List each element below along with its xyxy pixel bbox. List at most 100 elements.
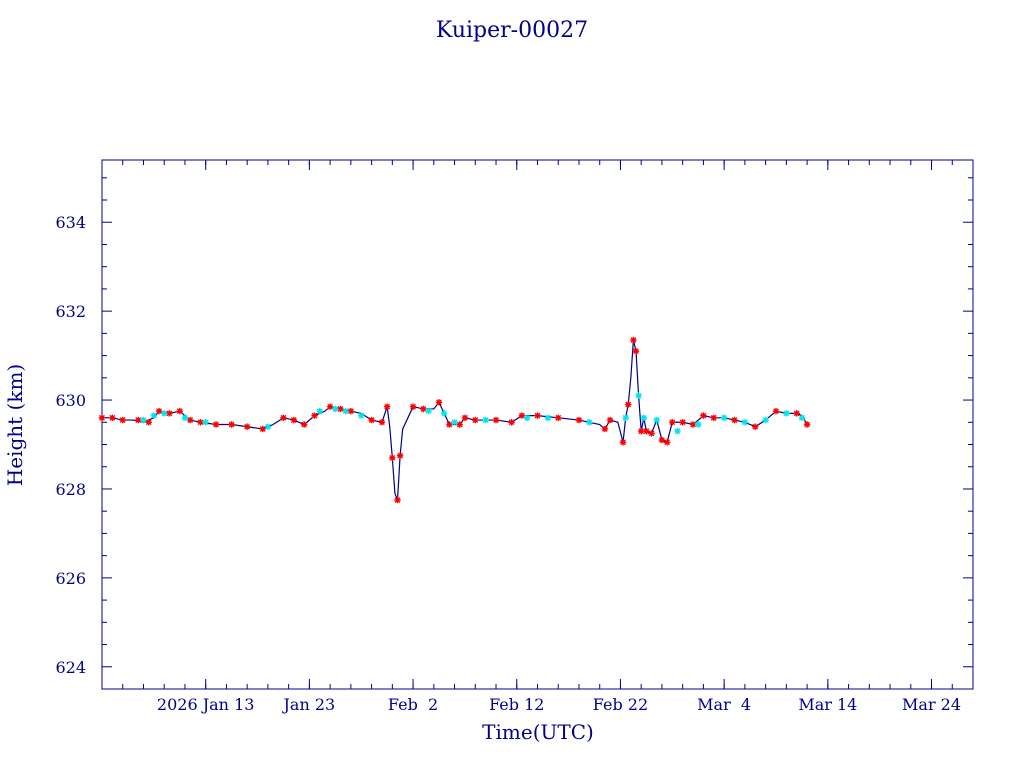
data-point <box>555 414 562 422</box>
data-point <box>347 407 355 415</box>
y-axis-label: Height (km) <box>3 364 27 486</box>
data-point <box>523 414 531 422</box>
data-point <box>658 436 666 444</box>
data-point <box>145 419 152 426</box>
data-point <box>446 421 453 428</box>
data-point <box>140 416 147 424</box>
y-tick-label: 626 <box>55 569 86 588</box>
data-point <box>342 407 349 415</box>
data-point <box>720 414 728 422</box>
x-axis-tick-labels: 2026 Jan 13 Jan 23 Feb 2 Feb 12 Feb 22 Mar 4 M… <box>157 695 961 714</box>
data-point <box>202 419 209 426</box>
data-point <box>643 427 650 435</box>
data-point <box>689 421 697 428</box>
data-point <box>575 416 583 424</box>
y-tick-label: 632 <box>55 302 86 321</box>
data-point <box>492 416 500 424</box>
x-tick-label: Feb 12 <box>489 695 544 714</box>
data-point <box>518 412 526 419</box>
y-axis-tick-labels: 624 626 628 630 632 634 <box>55 213 86 677</box>
data-point <box>409 403 417 410</box>
data-point <box>674 427 681 435</box>
data-point <box>212 421 220 428</box>
data-point <box>166 410 173 417</box>
data-point <box>396 452 404 459</box>
data-point <box>119 416 126 424</box>
data-point <box>456 421 463 428</box>
x-axis-ticks <box>122 160 953 689</box>
data-point <box>264 423 272 430</box>
series-3 <box>140 392 806 435</box>
data-point <box>109 414 116 422</box>
data-point <box>622 414 629 422</box>
x-tick-label: Mar 4 <box>697 695 751 714</box>
data-point <box>378 419 386 426</box>
data-point <box>461 414 469 422</box>
data-point <box>601 425 609 433</box>
data-point <box>197 419 204 426</box>
data-point <box>772 407 780 415</box>
y-axis-ticks <box>102 177 973 668</box>
data-point <box>316 407 323 415</box>
data-point <box>259 425 266 433</box>
data-point <box>544 414 552 422</box>
data-point <box>332 405 339 413</box>
x-tick-label: Jan 23 <box>282 695 336 714</box>
data-point <box>731 416 738 424</box>
data-point <box>186 416 194 424</box>
y-tick-label: 630 <box>55 391 86 410</box>
data-point <box>161 410 168 417</box>
data-point <box>420 405 427 413</box>
data-point <box>425 407 432 415</box>
data-point <box>793 410 800 417</box>
data-point <box>648 430 655 437</box>
data-point <box>176 407 183 415</box>
data-point <box>280 414 287 422</box>
data-point <box>358 412 365 419</box>
data-point <box>762 416 769 424</box>
data-point <box>663 439 671 446</box>
data-point <box>630 336 637 344</box>
data-point <box>389 454 396 462</box>
data-point <box>482 416 489 424</box>
data-point <box>98 414 106 422</box>
data-point <box>606 416 614 424</box>
x-tick-label: Mar 24 <box>902 695 961 714</box>
data-point <box>803 421 811 428</box>
data-point <box>150 412 158 419</box>
data-point <box>619 439 627 446</box>
series-layer <box>98 336 811 504</box>
data-point <box>243 423 251 430</box>
data-point <box>653 416 660 424</box>
data-point <box>326 403 334 410</box>
data-point <box>534 412 541 419</box>
data-point <box>586 419 593 426</box>
x-axis-label: Time(UTC) <box>482 720 594 744</box>
series-2 <box>98 336 811 504</box>
x-tick-label: Mar 14 <box>798 695 857 714</box>
data-point <box>394 496 401 504</box>
data-point <box>798 414 806 422</box>
data-point <box>451 419 458 426</box>
data-point <box>752 423 759 430</box>
data-point <box>637 427 645 435</box>
data-point <box>472 416 479 424</box>
series-1 <box>102 339 808 501</box>
data-point <box>508 419 515 426</box>
x-tick-label: Feb 22 <box>593 695 648 714</box>
y-tick-label: 628 <box>55 480 86 499</box>
data-point <box>741 419 749 426</box>
data-point <box>368 416 375 424</box>
data-point <box>710 414 717 422</box>
data-point <box>228 421 235 428</box>
y-tick-label: 624 <box>55 658 86 677</box>
y-tick-label: 634 <box>55 213 86 232</box>
series-line <box>102 339 808 501</box>
data-point <box>669 419 676 426</box>
data-point <box>155 407 163 415</box>
data-point <box>311 412 318 419</box>
data-point <box>783 410 790 417</box>
data-point <box>695 421 702 428</box>
data-point <box>181 414 189 422</box>
